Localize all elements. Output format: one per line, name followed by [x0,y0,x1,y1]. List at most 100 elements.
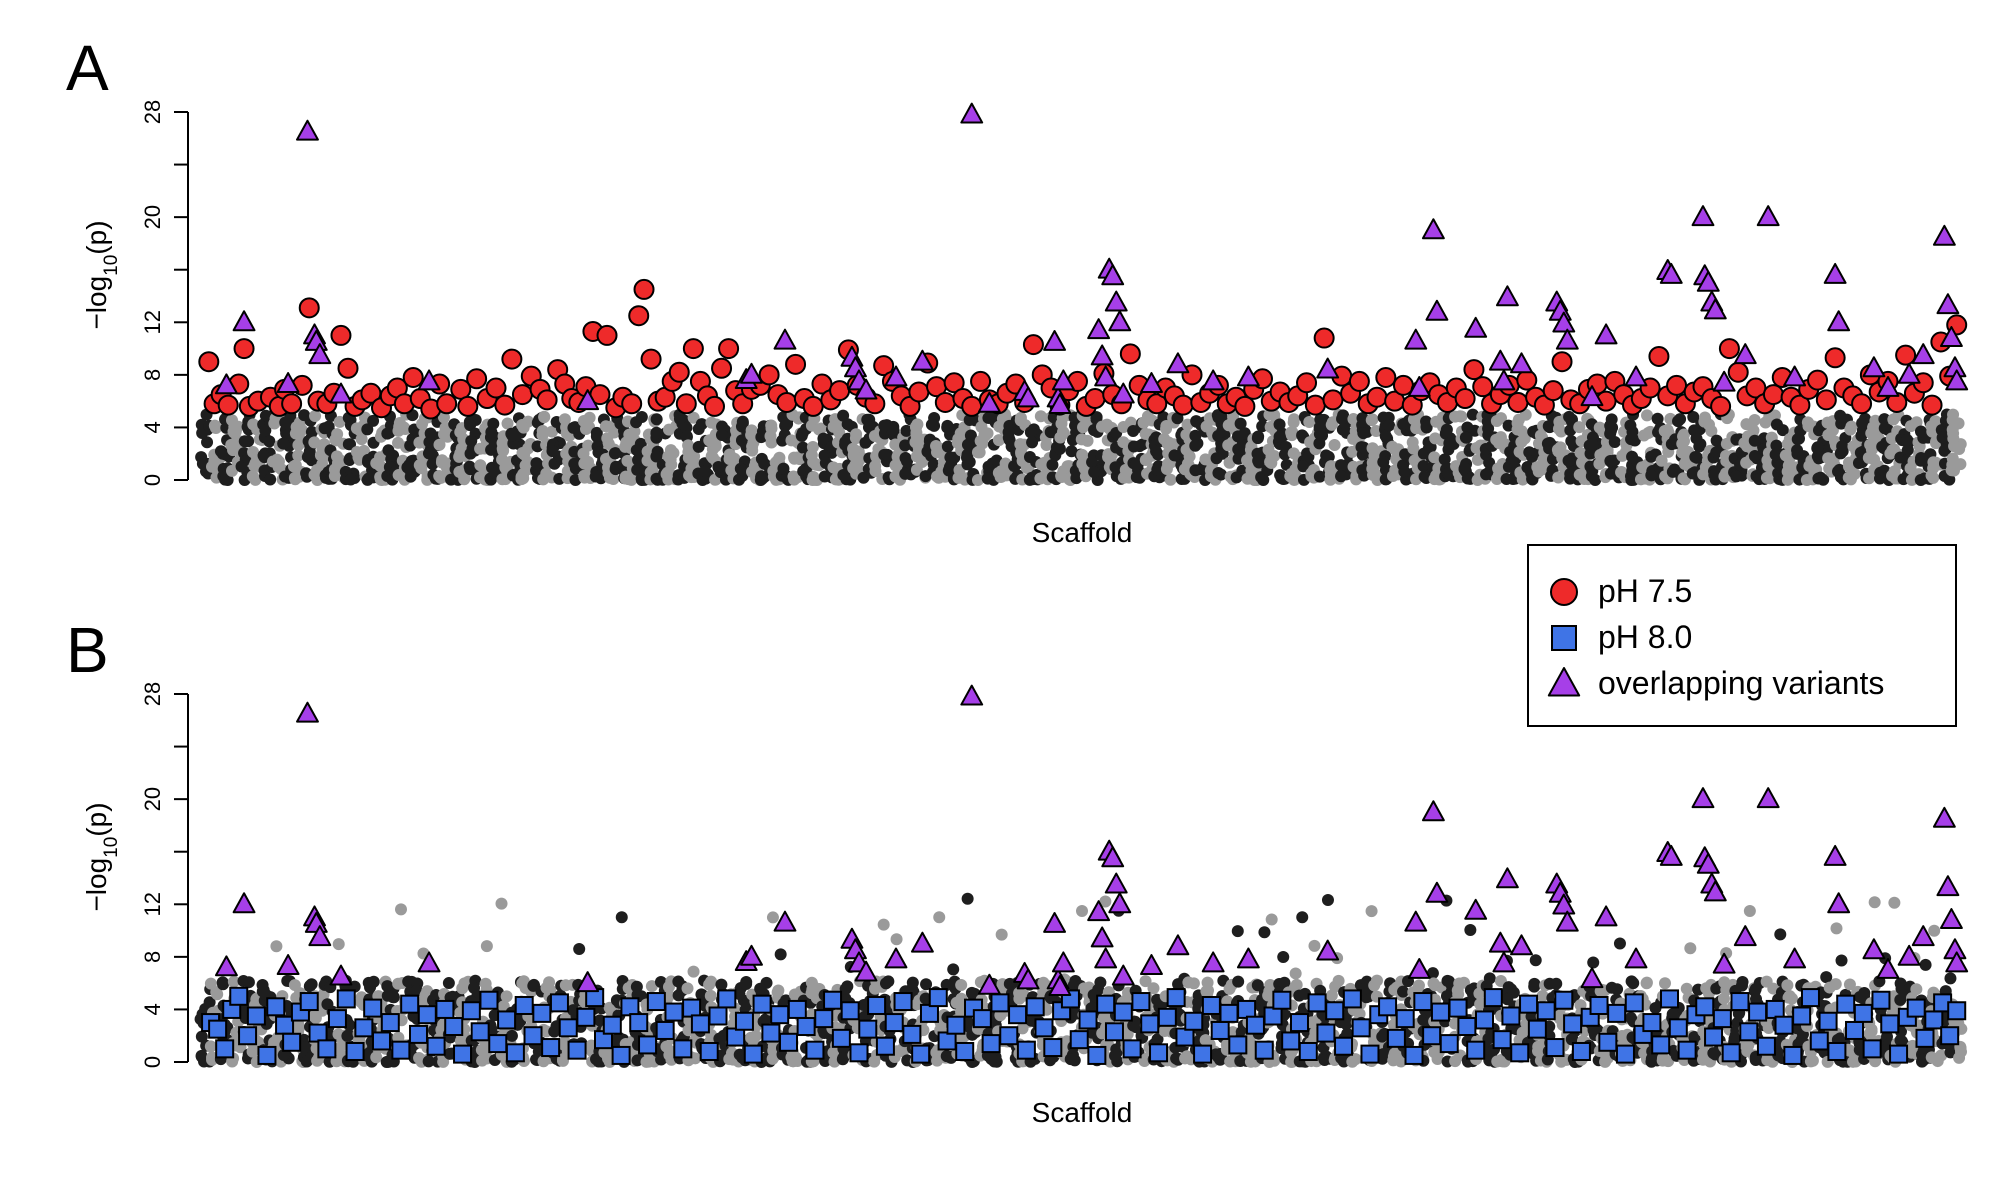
background-point [1925,469,1938,482]
background-point [548,1025,561,1038]
background-point [756,472,769,485]
background-point [1427,977,1440,990]
background-point [437,411,450,424]
ph75-point [1851,393,1873,415]
background-point [568,421,581,434]
background-point [1460,431,1473,444]
ph75-point [776,391,798,413]
background-point [1856,417,1869,430]
ph75-point [970,370,992,392]
panel-a-letter: A [66,32,109,104]
background-point [1139,427,1152,440]
background-point [1529,954,1542,967]
background-point [196,457,209,470]
background-point [1365,414,1378,427]
ph75-point [633,278,655,300]
background-point [1370,425,1383,438]
background-point [1490,415,1503,428]
background-point [1743,904,1756,917]
background-point [777,462,790,475]
background-point [961,892,974,905]
background-point [1322,450,1335,463]
ph75-point [485,377,507,399]
background-point [404,470,417,483]
background-point [837,1052,850,1065]
background-point [728,452,741,465]
overlap-point [1594,323,1618,345]
background-point [1379,429,1392,442]
background-point [1439,427,1452,440]
background-point [933,911,946,924]
background-point [270,940,283,953]
background-point [877,918,890,931]
background-point [1480,468,1493,481]
background-point [1649,1001,1662,1014]
background-point [859,436,872,449]
background-point [687,965,700,978]
background-point [344,473,357,486]
ph75-point [1666,374,1688,396]
background-point [1332,974,1345,987]
background-point [259,424,272,437]
background-point [1655,454,1668,467]
background-point [687,411,700,424]
background-point [788,452,801,465]
background-point [1449,1055,1462,1068]
ph75-point [640,348,662,370]
ph75-point [1119,343,1141,365]
background-point [1781,979,1794,992]
background-point [683,469,696,482]
background-point [981,427,994,440]
background-point [1075,433,1088,446]
ph75-point [436,393,458,415]
background-point [1265,913,1278,926]
y-tick-label: 28 [140,100,165,124]
overlap-point [1464,316,1488,338]
ph75-point [1084,388,1106,410]
background-point [1187,977,1200,990]
background-point [1573,468,1586,481]
background-point [796,441,809,454]
background-point [1367,468,1380,481]
background-point [1095,420,1108,433]
background-point [1811,441,1824,454]
y-tick-label: 0 [140,474,165,486]
background-point [300,1055,313,1068]
background-point [910,426,923,439]
background-point [1502,419,1515,432]
ph75-point [718,338,740,360]
background-point [608,426,621,439]
background-point [1420,420,1433,433]
background-point [1562,454,1575,467]
background-point [577,447,590,460]
background-point [807,456,820,469]
background-point [1946,423,1959,436]
background-point [1500,473,1513,486]
ph75-point [1172,394,1194,416]
background-point [704,989,717,1002]
background-point [1814,471,1827,484]
background-point [827,461,840,474]
background-point [500,990,513,1003]
ph75-point [1296,372,1318,394]
background-point [1151,463,1164,476]
background-point [615,911,628,924]
background-point [424,427,437,440]
background-point [961,438,974,451]
background-point [1718,976,1731,989]
background-point [1806,1054,1819,1067]
ph75-point [1542,380,1564,402]
overlap-point [296,119,319,141]
background-point [1735,979,1748,992]
background-point [890,933,903,946]
background-point [673,412,686,425]
ph75-point [1022,334,1044,356]
background-point [305,978,318,991]
background-point [773,451,786,464]
background-point [951,436,964,449]
background-point [1335,470,1348,483]
background-point [1238,427,1251,440]
background-point [226,464,239,477]
ph75-point [704,395,726,417]
background-point [622,473,635,486]
